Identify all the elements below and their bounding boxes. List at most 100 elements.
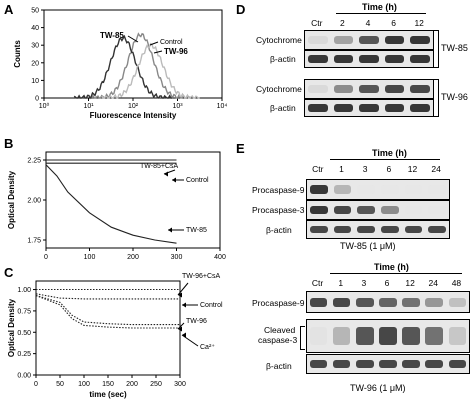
e-top-time-line xyxy=(330,159,440,160)
e-bottom-blot-procasp9 xyxy=(306,291,470,313)
d-row-label-cyto-96: Cytochrome c xyxy=(256,84,309,94)
e-bottom-row-actin: β-actin xyxy=(266,361,292,371)
a-y-tick-label: 40 xyxy=(31,25,39,32)
a-x-axis-label: Fluorescence Intensity xyxy=(90,111,177,120)
e-top-procasp9-band xyxy=(309,185,328,194)
c-x-tick-label: 100 xyxy=(78,381,90,388)
e-top-blot-procasp9 xyxy=(306,179,450,200)
e-top-caption: TW-85 (1 μM) xyxy=(340,241,396,251)
b-y-tick-label: 1.75 xyxy=(27,238,41,245)
e-top-row-actin: β-actin xyxy=(266,225,292,235)
e-bottom-cleaved-band xyxy=(379,327,397,345)
c-y-tick-label: 1.00 xyxy=(17,287,31,294)
d-actin-96-band xyxy=(308,104,328,112)
e-bottom-procasp9-band xyxy=(356,297,374,307)
a-x-tick-label: 10¹ xyxy=(83,103,94,110)
e-top-actin-band xyxy=(404,225,423,234)
a-series-curve xyxy=(73,34,173,100)
d-blot-actin-85 xyxy=(304,50,434,68)
a-x-tick-label: 10² xyxy=(128,103,139,110)
d-cyto-85-band xyxy=(308,35,328,45)
b-x-tick-label: 200 xyxy=(127,254,139,261)
d-actin-85-band xyxy=(308,55,328,63)
e-bottom-lane-label: 3 xyxy=(361,278,367,288)
a-y-axis-label: Counts xyxy=(13,40,22,68)
e-top-lane-label: 24 xyxy=(431,164,441,174)
e-top-row-procasp9: Procaspase-9 xyxy=(252,185,305,195)
e-bottom-procasp9-band xyxy=(309,297,328,307)
c-series-label: TW-96 xyxy=(186,318,207,325)
d-actin-85-band xyxy=(410,55,430,63)
b-series-line xyxy=(45,164,177,244)
d-group-label-96: TW-96 xyxy=(441,92,468,102)
e-bottom-lane-label: 48 xyxy=(451,278,462,288)
c-y-tick-label: 0.00 xyxy=(17,373,31,380)
e-bottom-actin-band xyxy=(402,359,420,369)
d-cyto-96-band xyxy=(359,84,379,94)
e-bottom-cleaved-band xyxy=(309,327,328,345)
d-lane-label: 4 xyxy=(365,18,371,28)
d-actin-96-band xyxy=(333,104,354,112)
e-top-lane-label: 12 xyxy=(407,164,418,174)
b-series-label: Control xyxy=(186,177,209,184)
a-arrow-tw96 xyxy=(153,50,163,54)
panel-letter-d: D xyxy=(236,2,246,17)
c-x-tick-label: 150 xyxy=(102,381,114,388)
d-row-label-actin-96: β-actin xyxy=(270,103,296,113)
e-bottom-procasp9-band xyxy=(332,297,351,307)
histogram-chart-a: 0 10 20 30 40 50 10⁰ 10¹ 10² 10³ 10⁴ Fluorescence I… xyxy=(13,8,227,121)
e-top-procasp3-band xyxy=(404,205,423,215)
e-bottom-procasp9-band xyxy=(402,297,420,307)
e-bottom-cleaved-band xyxy=(356,327,374,345)
e-bottom-cleaved-band xyxy=(332,327,351,345)
c-series-line xyxy=(35,294,180,329)
d-actin-85-band xyxy=(384,55,405,63)
e-bottom-cleaved-brace xyxy=(300,326,305,350)
e-bottom-actin-band xyxy=(379,359,397,369)
a-y-tick-label: 10 xyxy=(31,78,39,85)
e-top-procasp9-band xyxy=(428,185,447,194)
d-group-label-85: TW-85 xyxy=(441,43,468,53)
c-series-arrow xyxy=(177,322,185,330)
a-label-tw96: TW-96 xyxy=(164,47,188,56)
b-x-tick-label: 100 xyxy=(84,254,96,261)
a-y-tick-label: 30 xyxy=(31,43,39,50)
c-y-tick-label: 0.25 xyxy=(17,351,31,358)
d-blot-actin-96 xyxy=(304,99,434,117)
b-y-tick-label: 2.00 xyxy=(27,198,41,205)
c-x-tick-label: 50 xyxy=(56,381,64,388)
e-top-lane-label: 6 xyxy=(386,164,392,174)
e-bottom-lane-label: 1 xyxy=(338,278,344,288)
panel-letter-e: E xyxy=(236,141,245,156)
e-top-actin-band xyxy=(428,225,447,234)
e-bottom-procasp9-band xyxy=(425,297,444,307)
d-blot-cyto-96 xyxy=(304,79,434,99)
d-actin-85-band xyxy=(333,55,354,63)
e-bottom-lane-label: 6 xyxy=(384,278,390,288)
d-cyto-96-band xyxy=(384,84,405,94)
e-bottom-row-procasp9: Procaspase-9 xyxy=(252,298,305,308)
e-top-lane-label: Ctr xyxy=(312,164,324,174)
c-y-tick-label: 0.50 xyxy=(17,330,31,337)
e-top-procasp9-band xyxy=(404,185,423,194)
d-blot-cyto-85 xyxy=(304,30,434,50)
e-bottom-lane-label: 12 xyxy=(405,278,415,288)
d-cyto-96-band xyxy=(308,84,328,94)
e-top-actin-band xyxy=(309,225,328,234)
e-bottom-actin-band xyxy=(356,359,374,369)
e-top-procasp3-band xyxy=(309,205,328,215)
c-series-arrow xyxy=(181,334,199,347)
d-actin-85-band xyxy=(359,55,379,63)
d-lane-label: 12 xyxy=(414,18,424,28)
a-label-control: Control xyxy=(160,39,183,46)
b-series-label: TW-85+CsA xyxy=(140,163,179,170)
e-bottom-lane-label: Ctr xyxy=(311,278,324,288)
e-top-lane-label: 3 xyxy=(362,164,368,174)
c-x-tick-label: 0 xyxy=(34,381,38,388)
e-bottom-cleaved-band xyxy=(402,327,420,345)
d-row-label-actin-85: β-actin xyxy=(270,54,296,64)
b-x-tick-label: 300 xyxy=(171,254,183,261)
e-bottom-row-cleaved-2: caspase-3 xyxy=(258,335,298,345)
b-series-arrowhead xyxy=(168,227,172,233)
e-bottom-actin-band xyxy=(448,359,467,369)
